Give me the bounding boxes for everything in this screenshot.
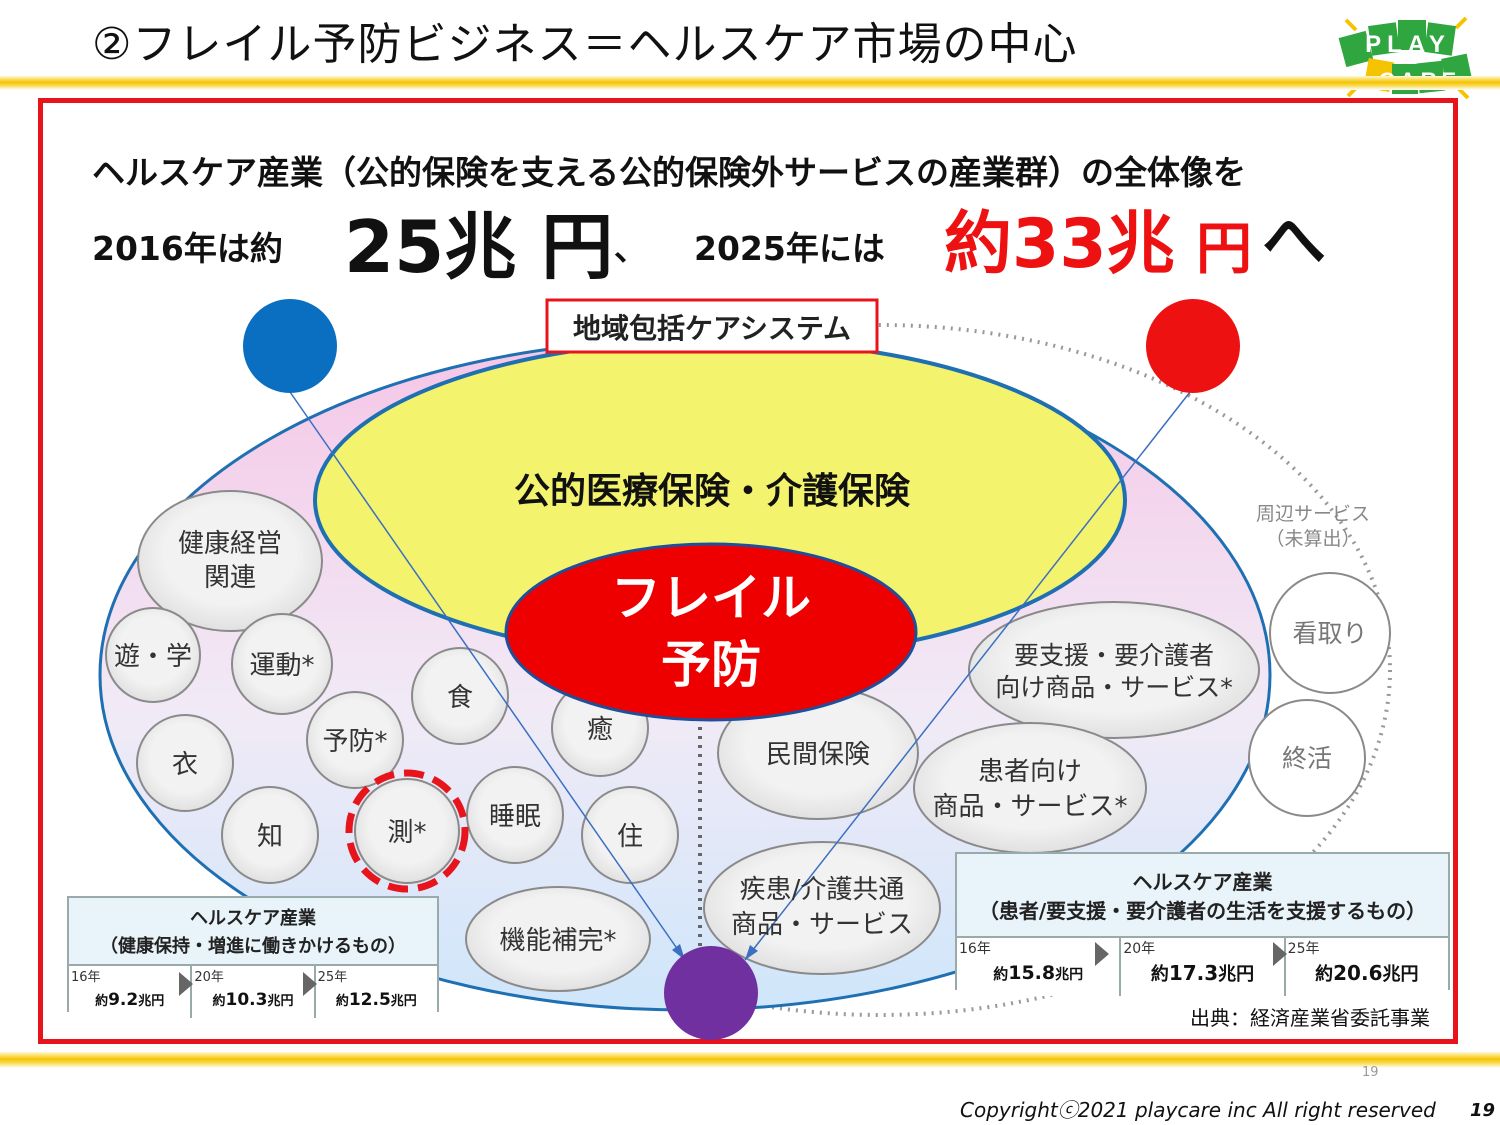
svg-text:遊・学: 遊・学 <box>114 642 192 672</box>
svg-text:PLAY: PLAY <box>1365 31 1451 58</box>
bubble-soku <box>354 778 460 884</box>
bubble-yoshien <box>968 601 1260 739</box>
svg-text:住: 住 <box>617 822 643 852</box>
left-box-title-1: ヘルスケア産業 <box>190 908 316 929</box>
peripheral-label-2: （未算出） <box>1265 528 1360 550</box>
svg-text:商品・サービス*: 商品・サービス* <box>932 792 1127 822</box>
svg-text:測*: 測* <box>387 818 426 848</box>
value-2016: 25兆 円 <box>344 205 614 289</box>
svg-text:衣: 衣 <box>172 750 198 780</box>
bubble-asobi <box>105 607 201 703</box>
svg-text:癒: 癒 <box>587 715 613 745</box>
left-arrow-2 <box>303 972 317 996</box>
bubble-shukatsu <box>1248 699 1366 817</box>
svg-text:疾患/介護共通: 疾患/介護共通 <box>740 875 905 905</box>
page-number-small: 19 <box>1362 1065 1379 1080</box>
right-cell-2020: 20年 約17.3兆円 <box>1121 938 1286 996</box>
line2-mid: 2025年には <box>694 229 885 268</box>
value-2025-unit: 円 <box>1196 217 1252 282</box>
bubble-kenko <box>137 490 323 632</box>
line2-suffix: へ <box>1262 205 1326 279</box>
healthcare-box-support: ヘルスケア産業 （患者/要支援・要介護者の生活を支援するもの） 16年 約15.… <box>955 852 1450 996</box>
gold-divider-top <box>0 76 1500 90</box>
right-arrow-2 <box>1273 942 1287 966</box>
svg-text:商品・サービス: 商品・サービス <box>731 910 913 940</box>
content-frame <box>38 98 1458 1044</box>
svg-text:民間保険: 民間保険 <box>766 740 870 770</box>
svg-text:患者向け: 患者向け <box>978 757 1082 787</box>
frail-label-1: フレイル <box>611 569 811 627</box>
bubble-mitori <box>1269 572 1391 694</box>
right-cell-2025: 25年 約20.6兆円 <box>1287 941 1419 985</box>
right-box-title-1: ヘルスケア産業 <box>1132 870 1273 894</box>
right-box-title-2: （患者/要支援・要介護者の生活を支援するもの） <box>978 899 1427 923</box>
left-cell-2016: 16年 約9.2兆円 <box>69 966 193 1018</box>
frail-prevention-ellipse <box>504 542 918 722</box>
right-arrow-1 <box>1095 942 1109 966</box>
svg-text:予防*: 予防* <box>322 727 387 757</box>
care-system-label: 地域包括ケアシステム <box>573 312 851 345</box>
copyright: Copyrightⓒ2021 playcare inc All right re… <box>960 1098 1436 1122</box>
bubble-chi <box>221 786 319 884</box>
source-note: 出典：経済産業省委託事業 <box>1190 1006 1430 1030</box>
svg-text:看取り: 看取り <box>1292 619 1367 648</box>
bubble-koromo <box>136 714 234 812</box>
right-cell-2016: 16年 約15.8兆円 <box>957 938 1122 996</box>
svg-text:向け商品・サービス*: 向け商品・サービス* <box>995 673 1233 702</box>
svg-text:健康経営: 健康経営 <box>178 529 282 559</box>
red-dot <box>1146 299 1240 393</box>
svg-text:要支援・要介護者: 要支援・要介護者 <box>1014 641 1214 670</box>
bubble-ju <box>581 786 679 884</box>
peripheral-label-1: 周辺サービス <box>1256 503 1370 525</box>
bubble-undo <box>231 613 333 715</box>
bubble-shikkan <box>703 841 941 975</box>
page-number: 19 <box>1470 1100 1496 1121</box>
svg-text:知: 知 <box>257 822 283 852</box>
comma: 、 <box>614 229 647 268</box>
line2-prefix: 2016年は約 <box>92 229 283 268</box>
svg-text:機能補完*: 機能補完* <box>499 926 616 956</box>
svg-text:運動*: 運動* <box>249 651 314 681</box>
public-insurance-label: 公的医療保険・介護保険 <box>514 471 911 512</box>
frail-label-2: 予防 <box>661 636 761 694</box>
bubble-kanja <box>913 722 1147 854</box>
left-cell-2025: 25年 約12.5兆円 <box>317 970 417 1010</box>
peripheral-dotted-ellipse <box>368 323 1392 1017</box>
svg-text:食: 食 <box>447 683 473 713</box>
healthcare-box-health: ヘルスケア産業 （健康保持・増進に働きかけるもの） 16年 約9.2兆円 20年… <box>67 896 439 1018</box>
bubble-suimin <box>466 766 564 864</box>
headline: ヘルスケア産業（公的保険を支える公的保険外サービスの産業群）の全体像を <box>92 153 1247 192</box>
svg-text:終活: 終活 <box>1282 744 1332 773</box>
left-arrow-1 <box>179 972 193 996</box>
svg-text:睡眠: 睡眠 <box>489 802 541 832</box>
bubble-kino <box>465 886 651 992</box>
svg-text:関連: 関連 <box>204 563 256 593</box>
left-box-title-2: （健康保持・増進に働きかけるもの） <box>100 936 406 957</box>
gold-divider-bottom <box>0 1052 1500 1068</box>
left-cell-2020: 20年 約10.3兆円 <box>192 966 316 1018</box>
page-title: ②フレイル予防ビジネス＝ヘルスケア市場の中心 <box>92 19 1078 70</box>
purple-dot <box>664 946 758 1040</box>
blue-dot <box>243 299 337 393</box>
bubble-yobo <box>306 691 404 789</box>
highlight-soku-dashed <box>345 769 469 893</box>
value-2025: 約33兆 <box>944 205 1175 284</box>
